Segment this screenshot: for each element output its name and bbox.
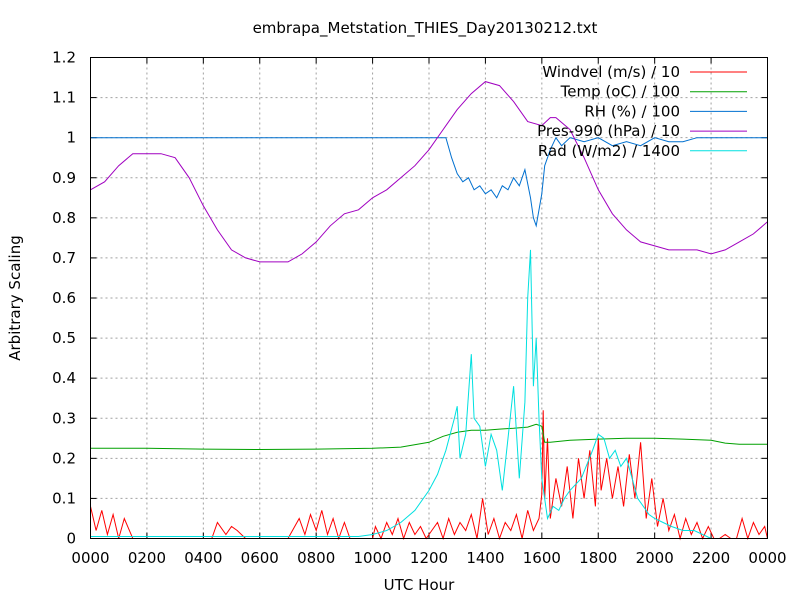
x-tick-label: 1400 — [466, 549, 504, 567]
chart-title: embrapa_Metstation_THIES_Day20130212.txt — [253, 19, 598, 38]
y-tick-label: 0.8 — [52, 209, 76, 227]
y-tick-label: 0.6 — [52, 289, 76, 307]
axis-ticks: 0000 0200 0400 0600 0800 1000 1200 1400 1600 1800… — [52, 49, 786, 568]
y-tick-label: 0.7 — [52, 249, 76, 267]
x-tick-label: 0400 — [184, 549, 222, 567]
series-line-3 — [90, 136, 768, 228]
series-line-2 — [90, 423, 768, 451]
series-line-5 — [90, 249, 768, 539]
x-tick-label: 2000 — [636, 549, 674, 567]
x-tick-label: 0200 — [128, 549, 166, 567]
legend-label-5: Rad (W/m2) / 1400 — [538, 142, 680, 160]
legend-label-4: Pres-990 (hPa) / 10 — [537, 122, 680, 140]
y-tick-label: 0.5 — [52, 329, 76, 347]
y-tick-label: 1 — [66, 129, 76, 147]
x-tick-label: 0600 — [241, 549, 279, 567]
x-tick-label: 1000 — [353, 549, 391, 567]
y-tick-label: 1.2 — [52, 49, 76, 67]
legend-label-3: RH (%) / 100 — [584, 102, 680, 120]
series-line-4 — [90, 81, 768, 263]
y-tick-label: 0.1 — [52, 489, 76, 507]
x-tick-label: 1600 — [523, 549, 561, 567]
legend-label-1: Windvel (m/s) / 10 — [542, 63, 680, 81]
y-tick-label: 0.4 — [52, 369, 76, 387]
y-tick-label: 0.3 — [52, 409, 76, 427]
y-tick-label: 1.1 — [52, 89, 76, 107]
x-tick-label: 0000 — [748, 549, 786, 567]
y-tick-label: 0 — [66, 530, 76, 548]
plot-frame — [90, 57, 768, 539]
x-axis-label: UTC Hour — [384, 576, 455, 594]
x-tick-label: 2200 — [692, 549, 730, 567]
y-tick-label: 0.9 — [52, 169, 76, 187]
x-tick-label: 1200 — [410, 549, 448, 567]
x-tick-label: 0000 — [71, 549, 109, 567]
y-axis-label: Arbitrary Scaling — [6, 235, 24, 361]
legend-label-2: Temp (oC) / 100 — [560, 83, 680, 101]
x-tick-label: 0800 — [297, 549, 335, 567]
y-tick-label: 0.2 — [52, 449, 76, 467]
x-tick-label: 1800 — [579, 549, 617, 567]
